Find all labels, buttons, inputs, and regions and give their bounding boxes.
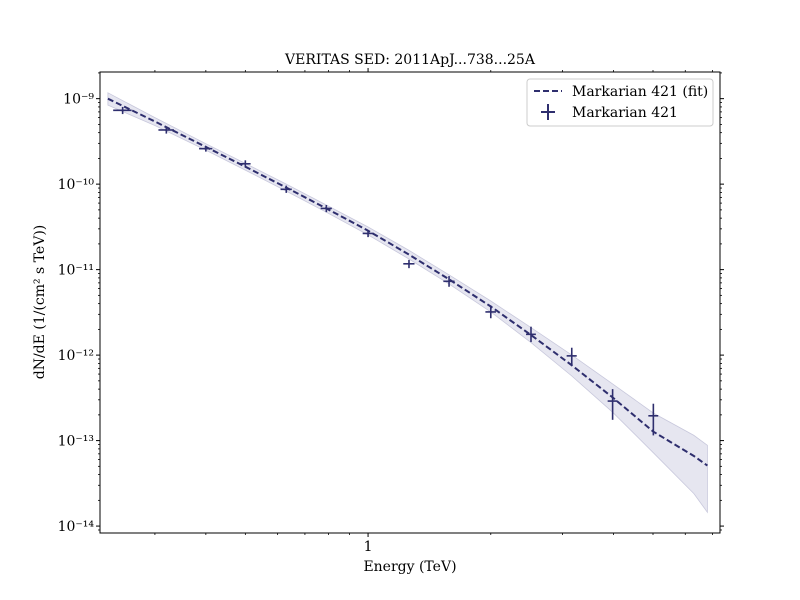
legend-data-label: Markarian 421 xyxy=(572,105,678,121)
data-point xyxy=(113,106,132,115)
legend-data-swatch xyxy=(541,104,555,120)
plot-area-frame xyxy=(99,71,721,534)
data-point xyxy=(443,276,455,287)
data-point xyxy=(648,403,659,436)
data-point xyxy=(158,126,174,134)
data-point xyxy=(362,230,374,238)
fit-line xyxy=(107,97,708,467)
axis-ticks-layer: 10⁻⁹ 10⁻¹⁰ 10⁻¹¹ 10⁻¹² 10⁻¹³ 10⁻¹⁴ 1 xyxy=(58,68,724,555)
data-point xyxy=(566,347,577,366)
fit-line-layer xyxy=(107,97,708,467)
data-point xyxy=(403,259,415,269)
y-tick-label: 10⁻¹³ xyxy=(58,434,94,450)
x-tick-label: 1 xyxy=(364,539,373,555)
chart-title: VERITAS SED: 2011ApJ...738...25A xyxy=(284,52,536,68)
y-tick-label: 10⁻⁹ xyxy=(63,92,94,108)
y-axis-label: dN/dE (1/(cm² s TeV)) xyxy=(32,225,48,380)
legend-box xyxy=(526,78,714,127)
legend-fit-label: Markarian 421 (fit) xyxy=(572,84,708,100)
y-tick-label: 10⁻¹⁰ xyxy=(58,177,95,193)
y-tick-label: 10⁻¹⁴ xyxy=(58,519,95,535)
x-axis-label: Energy (TeV) xyxy=(363,559,456,575)
data-point xyxy=(199,145,213,152)
data-point xyxy=(239,160,251,168)
fit-uncertainty-band xyxy=(107,92,708,514)
data-point xyxy=(525,326,536,343)
y-tick-label: 10⁻¹² xyxy=(58,348,94,364)
data-point xyxy=(607,389,618,420)
data-point xyxy=(280,185,292,193)
fit-uncertainty-band-layer xyxy=(107,92,708,514)
data-point xyxy=(485,305,497,319)
legend: Markarian 421 (fit) Markarian 421 xyxy=(526,78,714,127)
data-point xyxy=(320,205,332,213)
y-tick-label: 10⁻¹¹ xyxy=(58,263,94,279)
data-points-layer xyxy=(113,106,659,436)
